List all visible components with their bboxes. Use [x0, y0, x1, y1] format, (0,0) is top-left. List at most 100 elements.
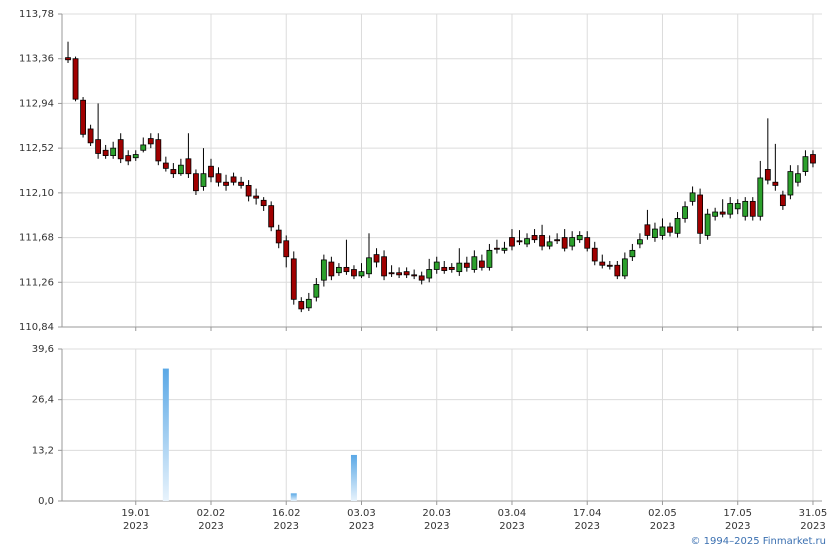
candle-body: [418, 275, 425, 281]
candle-body: [810, 154, 816, 164]
candle-body: [140, 144, 147, 151]
candle-body: [426, 269, 433, 279]
candle-body: [268, 205, 275, 228]
x-tick-label: 2023: [725, 521, 750, 532]
candle-body: [215, 173, 222, 183]
x-tick-label: 2023: [499, 521, 524, 532]
candle-body: [351, 269, 357, 277]
candle-body: [117, 139, 124, 160]
candle-body: [80, 99, 86, 135]
candle-body: [486, 249, 493, 268]
candle-body: [298, 301, 305, 310]
x-tick-label: 17.04: [573, 508, 602, 519]
candle-body: [238, 181, 244, 186]
candle-body: [471, 256, 478, 270]
candle-body: [554, 239, 561, 242]
candle-body: [727, 203, 734, 215]
volume-bar: [290, 493, 297, 501]
x-tick-label: 2023: [424, 521, 449, 532]
plot-layer: 110,84 111,26 111,68 112,10 112,52 112,94 113,…: [19, 9, 827, 532]
candle-body: [283, 240, 290, 258]
x-tick-label: 2023: [198, 521, 223, 532]
candle-body: [614, 264, 621, 277]
candle-body: [704, 213, 711, 236]
y-tick-label: 0,0: [38, 496, 54, 507]
candle-body: [682, 206, 688, 219]
candle-body: [448, 266, 455, 270]
candle-body: [591, 247, 598, 262]
candle-body: [170, 169, 177, 175]
candle-body: [396, 272, 403, 276]
candle-body: [795, 173, 801, 183]
candle-body: [629, 249, 636, 258]
y-tick-label: 113,78: [19, 9, 54, 20]
candle-body: [509, 237, 515, 247]
x-tick-label: 31.05: [799, 508, 828, 519]
candle-body: [320, 259, 327, 281]
x-tick-label: 2023: [349, 521, 374, 532]
candle-body: [659, 226, 666, 236]
candle-body: [787, 171, 794, 196]
candle-body: [667, 226, 673, 233]
candle-body: [275, 229, 282, 244]
candle-body: [584, 237, 591, 249]
candle-body: [719, 211, 726, 215]
candle-body: [539, 235, 545, 247]
y-tick-label: 111,68: [19, 233, 54, 244]
candle-body: [358, 271, 365, 277]
x-tick-label: 2023: [123, 521, 148, 532]
candle-body: [162, 162, 169, 169]
x-tick-label: 2023: [575, 521, 600, 532]
candle-body: [381, 256, 387, 277]
y-tick-label: 111,26: [19, 277, 54, 288]
candle-body: [576, 235, 583, 241]
x-tick-label: 02.02: [197, 508, 226, 519]
candle-body: [245, 185, 252, 197]
candle-body: [95, 139, 102, 154]
candle-body: [501, 247, 508, 251]
candle-body: [599, 261, 606, 266]
candle-body: [155, 139, 162, 162]
candle-body: [734, 203, 741, 210]
footer: © 1994–2025 Finmarket.ru: [690, 536, 826, 547]
candle-body: [290, 258, 297, 300]
candle-body: [637, 239, 643, 245]
candle-body: [72, 58, 79, 100]
x-tick-label: 03.04: [498, 508, 527, 519]
y-tick-label: 112,10: [19, 188, 54, 199]
y-tick-label: 13,2: [32, 445, 54, 456]
candle-body: [546, 241, 553, 247]
candle-body: [494, 247, 500, 250]
candle-body: [208, 165, 214, 178]
x-tick-label: 17.05: [723, 508, 752, 519]
volume-bar: [350, 454, 357, 501]
candle-body: [516, 240, 523, 243]
candle-body: [411, 274, 418, 277]
candle-body: [712, 211, 719, 217]
candle-body: [230, 176, 237, 183]
candle-body: [802, 156, 809, 172]
candle-body: [749, 200, 756, 217]
y-tick-label: 110,84: [19, 322, 54, 333]
y-tick-label: 113,36: [19, 54, 54, 65]
candle-body: [193, 173, 199, 192]
candle-body: [757, 177, 764, 217]
candle-body: [697, 194, 703, 234]
candle-body: [260, 199, 267, 207]
candle-body: [65, 57, 71, 61]
y-tick-label: 112,52: [19, 143, 54, 154]
candle-body: [606, 264, 613, 267]
candle-body: [463, 262, 470, 268]
candle-body: [132, 154, 139, 159]
candle-body: [253, 195, 260, 199]
candle-body: [200, 173, 207, 187]
candle-body: [644, 224, 651, 236]
candle-body: [373, 254, 380, 263]
candle-body: [524, 238, 530, 245]
candle-body: [87, 128, 94, 144]
x-tick-label: 2023: [650, 521, 675, 532]
candle-body: [569, 237, 576, 247]
candle-body: [779, 194, 786, 207]
candle-body: [336, 266, 342, 274]
